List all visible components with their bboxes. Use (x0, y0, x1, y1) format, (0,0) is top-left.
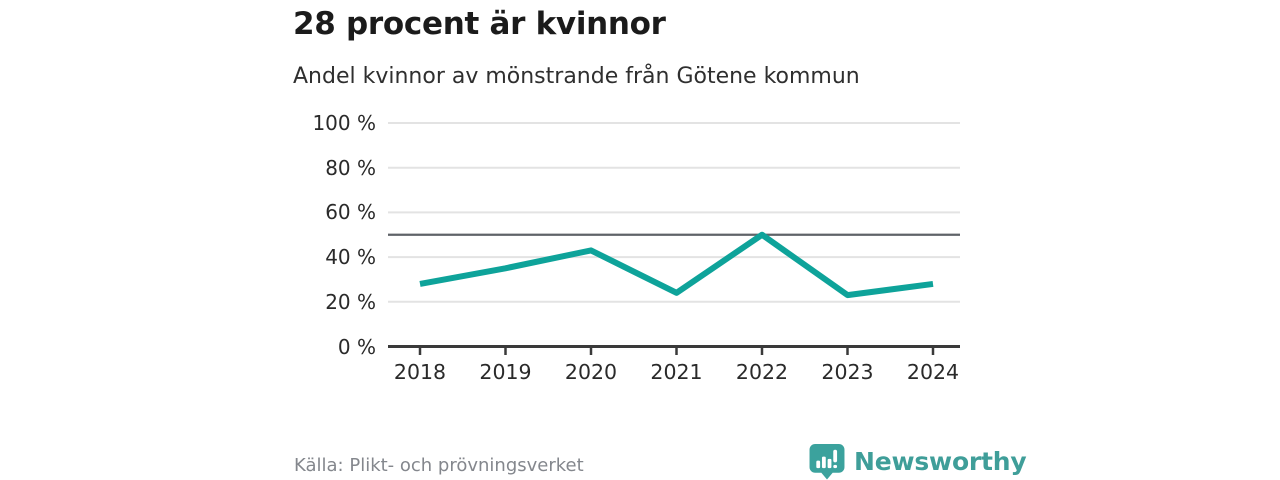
y-axis-label: 80 % (325, 155, 376, 180)
newsworthy-logo-text: Newsworthy (854, 447, 1027, 476)
data-line (419, 231, 934, 299)
x-axis-label: 2021 (650, 360, 703, 384)
x-axis-label: 2022 (735, 360, 789, 384)
y-axis-label: 40 % (325, 245, 376, 270)
chart-subtitle: Andel kvinnor av mönstrande från Götene … (293, 64, 860, 89)
newsworthy-logo: Newsworthy (808, 443, 1027, 480)
exclamation-dot (833, 464, 838, 469)
newsworthy-logo-icon (809, 444, 845, 480)
x-axis-label: 2023 (821, 360, 874, 384)
x-axis-label: 2020 (564, 360, 618, 384)
x-axis-label: 2018 (393, 360, 447, 384)
exclamation-bar (833, 449, 838, 463)
y-axis-label: 60 % (325, 200, 376, 225)
y-axis-label: 0 % (337, 334, 376, 359)
bar-3 (827, 458, 832, 469)
bar-2 (821, 456, 826, 469)
x-axis-label: 2019 (479, 360, 532, 384)
source-note: Källa: Plikt- och prövningsverket (294, 455, 584, 476)
y-axis-label: 100 % (312, 111, 376, 135)
bar-1 (816, 460, 821, 469)
badge-bubble-shape (809, 444, 845, 480)
y-axis-label: 20 % (325, 289, 376, 314)
x-axis-label: 2024 (906, 360, 960, 384)
chart-title: 28 procent är kvinnor (293, 6, 666, 42)
